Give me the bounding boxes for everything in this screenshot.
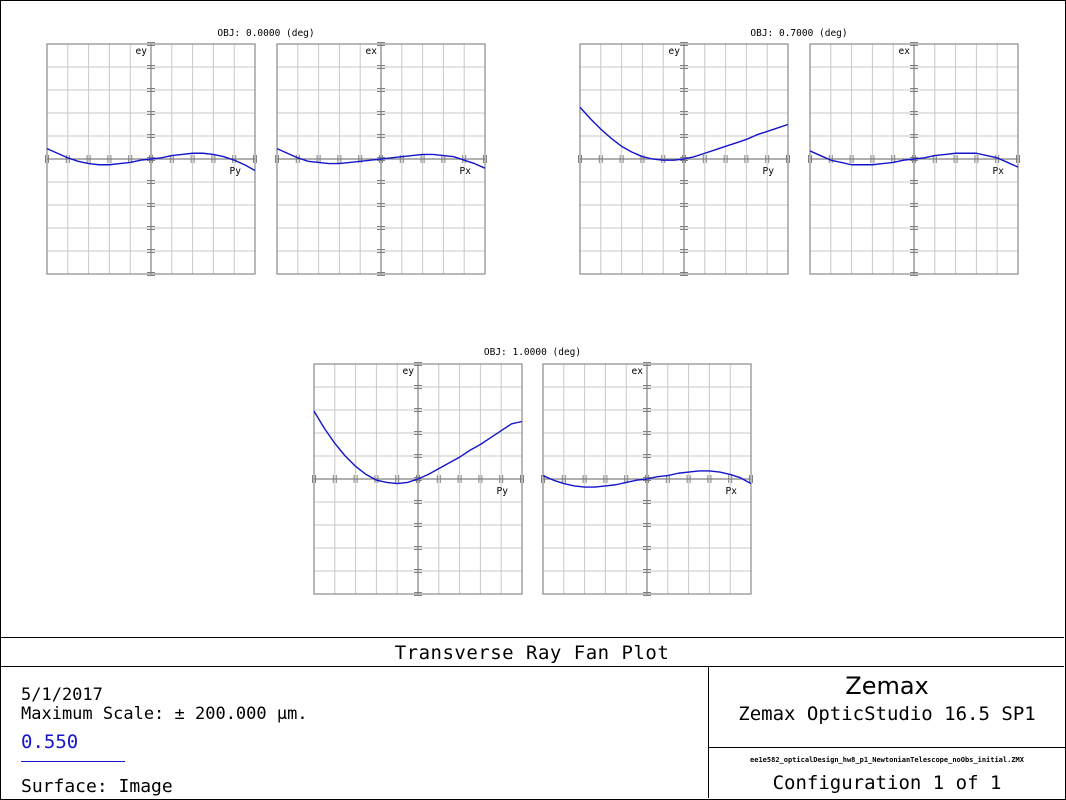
brand-name: Zemax [845,672,929,700]
field-label: OBJ: 1.0000 (deg) [484,347,581,358]
x-axis-label: Px [460,166,472,177]
file-name: ee1e582_opticalDesign_hw8_p1_NewtonianTe… [750,756,1024,764]
ray-fan-plot-ex: ex Px [808,42,1020,276]
y-axis-label: ex [366,46,378,57]
product-name: Zemax OpticStudio 16.5 SP1 [738,703,1036,725]
y-axis-label: ey [403,366,415,377]
wavelength-legend-label: 0.550 [21,731,79,753]
ray-fan-curve [579,106,789,161]
ray-fan-curve [809,150,1019,168]
field-label: OBJ: 0.0000 (deg) [217,28,314,39]
info-right-box: Zemax Zemax OpticStudio 16.5 SP1 ee1e582… [708,666,1065,798]
surface-text: Surface: Image [21,776,173,797]
y-axis-label: ex [632,366,644,377]
divider [709,747,1065,748]
wavelength-legend-line [21,761,125,762]
x-axis-label: Py [497,486,509,497]
x-axis-label: Px [993,166,1005,177]
ray-fan-curve [46,148,256,172]
ray-fan-plot-ey: ey Py [312,362,524,596]
y-axis-label: ex [899,46,911,57]
ray-fan-curve [276,148,486,169]
ray-fan-plots: OBJ: 0.0000 (deg) ey Py ex Px OBJ: 0.7000 (de… [45,28,1020,596]
plot-date: 5/1/2017 [21,685,103,705]
x-axis-label: Py [763,166,775,177]
field-label: OBJ: 0.7000 (deg) [750,28,847,39]
plot-title: Transverse Ray Fan Plot [0,637,1064,667]
ray-fan-plot-ey: ey Py [578,42,790,276]
ray-fan-plot-ey: ey Py [45,42,257,276]
max-scale-text: Maximum Scale: ± 200.000 µm. [21,704,308,724]
configuration-text: Configuration 1 of 1 [772,772,1002,794]
ray-fan-curve [542,470,752,488]
y-axis-label: ey [669,46,681,57]
ray-fan-plot-ex: ex Px [275,42,487,276]
ray-fan-plot-ex: ex Px [541,362,753,596]
info-block: 5/1/2017 Maximum Scale: ± 200.000 µm. [21,686,308,724]
x-axis-label: Py [230,166,242,177]
ray-fan-curve [313,410,523,485]
x-axis-label: Px [726,486,738,497]
y-axis-label: ey [136,46,148,57]
